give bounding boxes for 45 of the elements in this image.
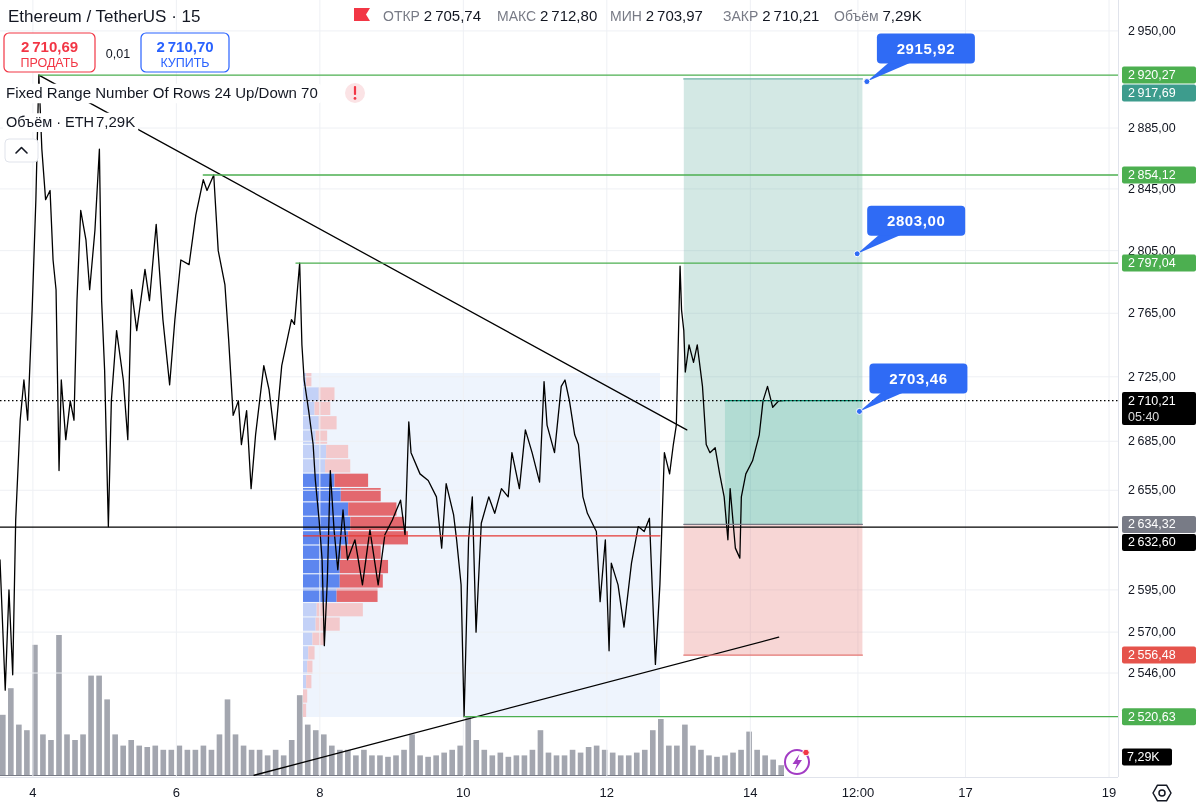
x-tick-label: 12:00 [841, 785, 875, 800]
y-tick-label: 2 805,00 [1128, 243, 1176, 258]
x-tick-label: 17 [958, 785, 973, 800]
x-tick-label: 14 [743, 785, 758, 800]
ref-line-label: 2 710,21 05:40 [1128, 393, 1176, 424]
data-label: 2 920,27 [1128, 68, 1176, 83]
annotation: 2803,00 [886, 212, 946, 230]
annotation: 7,29K [96, 113, 136, 130]
y-tick-label: 2 595,00 [1128, 582, 1176, 597]
y-tick-label: 2 765,00 [1128, 306, 1176, 321]
annotation: Объём · ETH [6, 114, 95, 130]
y-tick-label: 2 950,00 [1128, 23, 1176, 38]
x-tick-label: 12 [599, 785, 615, 800]
text: 2 556,48 [1128, 648, 1176, 663]
chart-title: Ethereum / TetherUS · 15 [8, 7, 201, 26]
x-tick-label: 6 [172, 785, 180, 800]
annotation: 0,01 [105, 47, 131, 61]
data-label: 2 797,04 [1128, 256, 1176, 271]
y-tick-label: 2 885,00 [1128, 121, 1176, 136]
annotation: ОТКР 2 705,74 [383, 7, 482, 24]
y-tick-label: 2 685,00 [1128, 434, 1176, 449]
y-tick-label: 2 655,00 [1128, 483, 1176, 498]
data-label: 2 520,63 [1128, 709, 1176, 724]
annotation: 2 710,70 КУПИТЬ [156, 38, 214, 70]
ref-line-label: 2 632,60 [1128, 535, 1176, 550]
data-label: 2 854,12 [1128, 167, 1176, 182]
y-tick-label: 2 725,00 [1128, 369, 1176, 384]
text: 7,29K [1127, 750, 1161, 764]
annotation: 2703,46 [889, 369, 948, 387]
y-tick-label: 2 845,00 [1128, 181, 1176, 196]
x-tick-label: 10 [456, 785, 471, 800]
x-tick-label: 4 [29, 785, 37, 800]
annotation: Fixed Range Number Of Rows 24 Up/Down 70 [6, 84, 318, 101]
annotation: 2 710,69 ПРОДАТЬ [20, 38, 79, 70]
annotation: МАКС 2 712,80 [497, 7, 598, 24]
y-tick-label: 2 546,00 [1128, 666, 1176, 681]
text: 2 634,32 [1128, 517, 1176, 532]
annotation: ЗАКР 2 710,21 [723, 7, 820, 24]
x-tick-label: 19 [1101, 785, 1117, 800]
annotation: МИН 2 703,97 [610, 7, 703, 24]
y-tick-label: 2 570,00 [1128, 625, 1176, 640]
annotation: 2915,92 [896, 40, 956, 58]
x-tick-label: 8 [316, 785, 324, 800]
text: 2 917,69 [1128, 86, 1176, 101]
annotation: Объём 7,29K [834, 7, 922, 24]
